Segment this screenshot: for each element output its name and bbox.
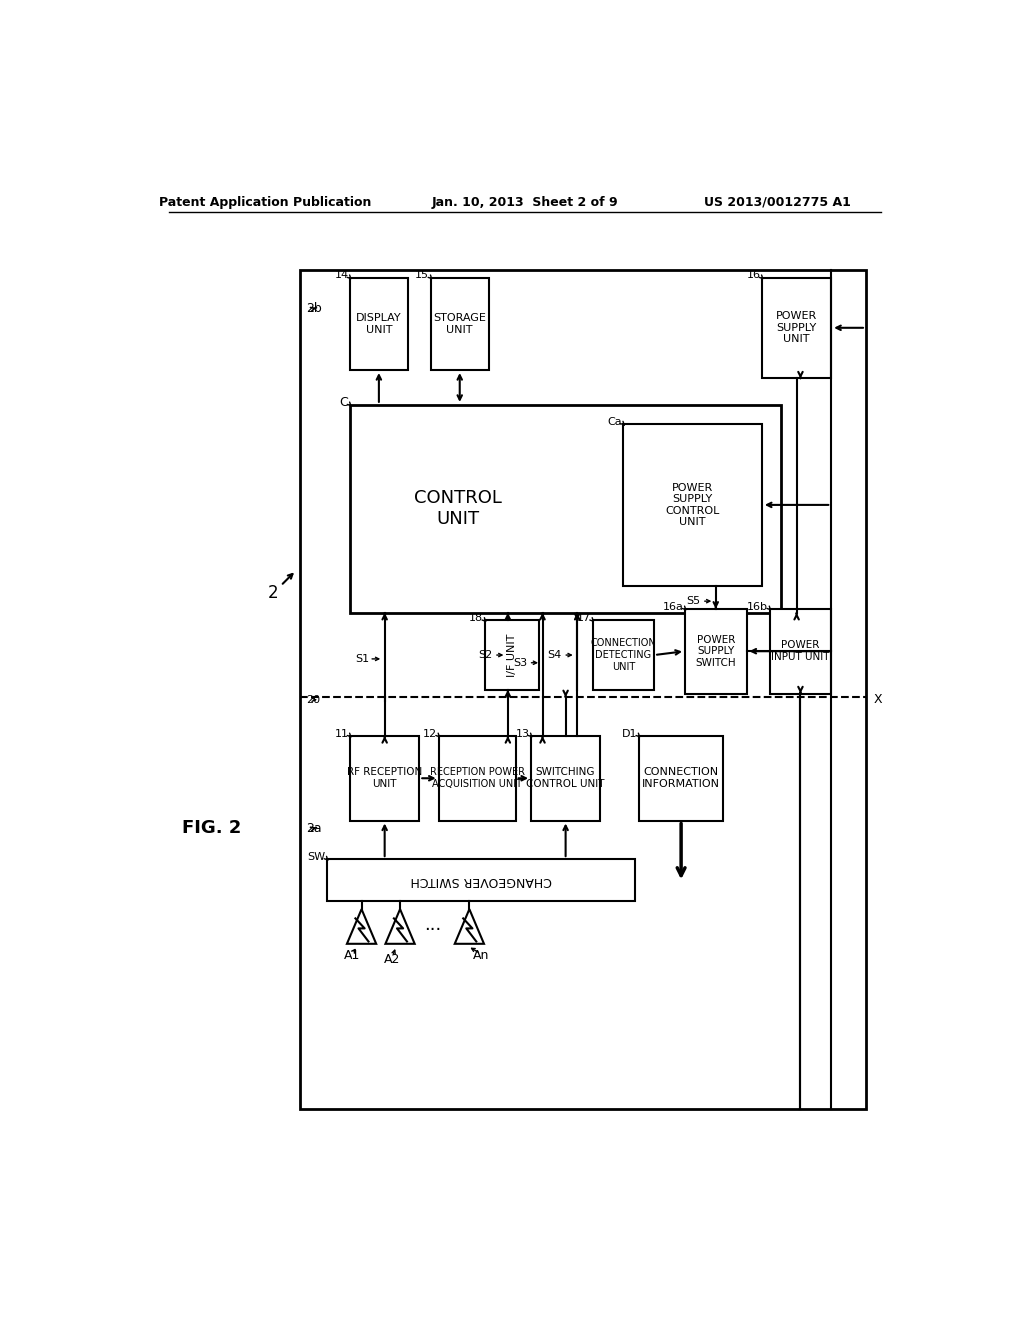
Text: RECEPTION POWER
ACQUISITION UNIT: RECEPTION POWER ACQUISITION UNIT bbox=[429, 767, 524, 789]
Text: A1: A1 bbox=[344, 949, 360, 962]
Bar bbox=[624, 424, 762, 586]
Polygon shape bbox=[347, 909, 376, 944]
Text: CONNECTION
DETECTING
UNIT: CONNECTION DETECTING UNIT bbox=[591, 639, 656, 672]
Text: 12: 12 bbox=[423, 729, 437, 739]
Text: POWER
INPUT UNIT: POWER INPUT UNIT bbox=[771, 640, 829, 663]
Text: An: An bbox=[473, 949, 489, 962]
Text: FIG. 2: FIG. 2 bbox=[181, 820, 241, 837]
Text: I/F UNIT: I/F UNIT bbox=[507, 634, 517, 677]
Text: 17: 17 bbox=[577, 612, 591, 623]
Text: Patent Application Publication: Patent Application Publication bbox=[159, 195, 372, 209]
Bar bbox=[327, 859, 635, 902]
Text: CONTROL
UNIT: CONTROL UNIT bbox=[414, 490, 502, 528]
Text: 11: 11 bbox=[335, 729, 348, 739]
Text: STORAGE
UNIT: STORAGE UNIT bbox=[433, 313, 486, 335]
Text: POWER
SUPPLY
SWITCH: POWER SUPPLY SWITCH bbox=[695, 635, 736, 668]
Bar bbox=[300, 271, 866, 1109]
Text: 18: 18 bbox=[469, 612, 483, 623]
Bar bbox=[531, 737, 600, 821]
Text: S2: S2 bbox=[478, 649, 493, 660]
Bar bbox=[350, 277, 408, 370]
Bar bbox=[639, 737, 724, 821]
Text: 16a: 16a bbox=[663, 602, 683, 611]
Text: A2: A2 bbox=[384, 953, 400, 966]
Bar bbox=[685, 609, 746, 693]
Text: 15: 15 bbox=[416, 271, 429, 280]
Text: POWER
SUPPLY
UNIT: POWER SUPPLY UNIT bbox=[776, 312, 817, 345]
Bar bbox=[762, 277, 831, 378]
Text: S1: S1 bbox=[355, 653, 370, 664]
Text: 13: 13 bbox=[515, 729, 529, 739]
Text: X: X bbox=[873, 693, 883, 706]
Text: 20: 20 bbox=[306, 694, 321, 705]
Polygon shape bbox=[455, 909, 484, 944]
Text: 16: 16 bbox=[746, 271, 761, 280]
Text: CONNECTION
INFORMATION: CONNECTION INFORMATION bbox=[642, 767, 720, 789]
Text: 2a: 2a bbox=[306, 822, 322, 834]
Text: 2: 2 bbox=[267, 585, 279, 602]
Text: S5: S5 bbox=[686, 597, 700, 606]
Text: US 2013/0012775 A1: US 2013/0012775 A1 bbox=[703, 195, 851, 209]
Bar bbox=[438, 737, 515, 821]
Text: 2b: 2b bbox=[306, 302, 322, 315]
Bar bbox=[350, 737, 419, 821]
Text: 14: 14 bbox=[335, 271, 348, 280]
Text: CHANGEOVER SWITCH: CHANGEOVER SWITCH bbox=[411, 874, 552, 887]
Text: C: C bbox=[340, 396, 348, 409]
Bar bbox=[770, 609, 831, 693]
Text: POWER
SUPPLY
CONTROL
UNIT: POWER SUPPLY CONTROL UNIT bbox=[666, 483, 720, 527]
Text: ...: ... bbox=[425, 916, 441, 933]
Bar bbox=[350, 405, 781, 612]
Text: 16b: 16b bbox=[748, 602, 768, 611]
Text: SWITCHING
CONTROL UNIT: SWITCHING CONTROL UNIT bbox=[526, 767, 605, 789]
Bar bbox=[484, 620, 539, 689]
Polygon shape bbox=[385, 909, 415, 944]
Bar bbox=[431, 277, 488, 370]
Text: S4: S4 bbox=[548, 649, 562, 660]
Text: S3: S3 bbox=[513, 657, 527, 668]
Text: Jan. 10, 2013  Sheet 2 of 9: Jan. 10, 2013 Sheet 2 of 9 bbox=[431, 195, 618, 209]
Text: DISPLAY
UNIT: DISPLAY UNIT bbox=[356, 313, 401, 335]
Text: RF RECEPTION
UNIT: RF RECEPTION UNIT bbox=[347, 767, 422, 789]
Text: SW: SW bbox=[307, 851, 326, 862]
Text: Ca: Ca bbox=[607, 417, 622, 426]
Text: D1: D1 bbox=[622, 729, 637, 739]
Bar bbox=[593, 620, 654, 689]
